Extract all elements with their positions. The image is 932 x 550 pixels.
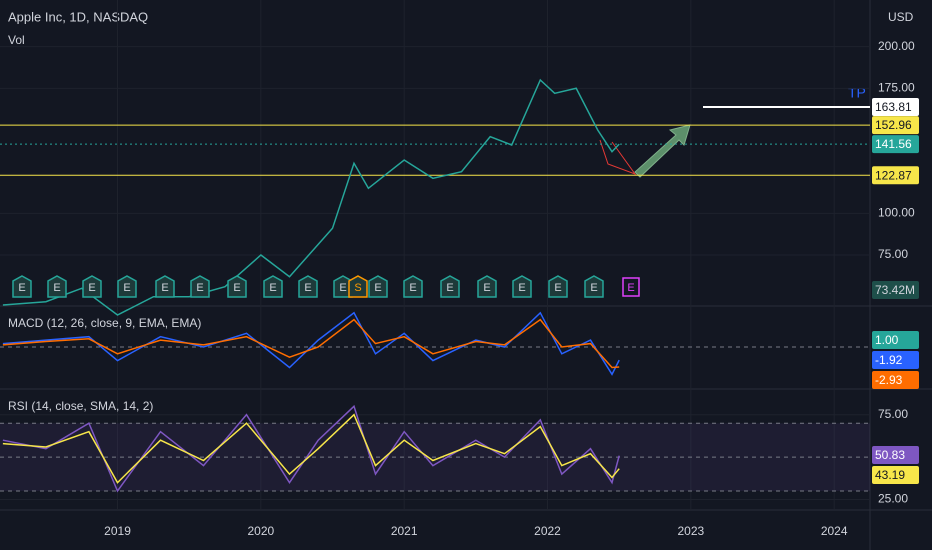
event-marker-label: E [53,282,60,294]
currency-label: USD [888,10,914,24]
price-label-box [872,446,919,464]
event-marker [348,275,368,298]
event-marker-label: E [161,282,168,294]
price-label: -1.92 [875,353,903,367]
price-label: 122.87 [875,168,912,182]
series-line [2,78,620,316]
event-marker-label: E [446,282,453,294]
event-marker [263,275,283,298]
price-label-box [872,97,919,116]
price-label: 50.83 [875,448,905,462]
event-marker [298,275,318,298]
event-marker-label: S [354,282,361,294]
price-label: 152.96 [875,118,912,132]
volume-label: Vol [8,33,25,47]
indicator-title: RSI (14, close, SMA, 14, 2) [8,399,153,413]
price-tick-label: 75.00 [878,407,908,421]
price-label-box [872,466,919,484]
price-tick-label: 75.00 [878,247,908,261]
price-label: 43.19 [875,468,905,482]
price-tick-label: 100.00 [878,206,915,220]
price-label-box [872,166,919,185]
event-marker [227,275,247,298]
event-marker-label: E [554,282,561,294]
volume-label-box [872,281,919,299]
event-marker [622,277,640,297]
series-line [2,318,620,369]
target-arrow [634,124,691,178]
indicator-title: MACD (12, 26, close, 9, EMA, EMA) [8,316,201,330]
event-marker [584,275,604,298]
price-label: -2.93 [875,373,903,387]
event-marker-label: E [409,282,416,294]
price-label: 141.56 [875,137,912,151]
event-marker-label: E [483,282,490,294]
price-label-box [872,116,919,135]
event-marker-label: E [627,282,634,294]
event-marker [117,275,137,298]
time-tick-label: 2020 [248,524,275,538]
time-tick-label: 2022 [534,524,561,538]
event-marker [155,275,175,298]
event-marker [190,275,210,298]
event-marker-label: E [123,282,130,294]
event-marker-label: E [374,282,381,294]
event-marker-label: E [196,282,203,294]
price-label-box [872,331,919,349]
event-marker [403,275,423,298]
event-marker-label: E [590,282,597,294]
event-marker-label: E [88,282,95,294]
time-tick-label: 2019 [104,524,131,538]
event-marker [440,275,460,298]
price-label: 1.00 [875,333,899,347]
event-marker-label: E [304,282,311,294]
price-label-box [872,351,919,369]
wedge-lines [599,139,637,176]
price-label: 163.81 [875,100,912,114]
price-label-box [872,135,919,154]
event-marker [368,275,388,298]
event-marker-label: E [518,282,525,294]
event-marker-label: E [18,282,25,294]
time-tick-label: 2021 [391,524,418,538]
event-marker [548,275,568,298]
price-tick-label: 200.00 [878,39,915,53]
event-marker [82,275,102,298]
symbol-title: Apple Inc, 1D, NASDAQ [8,9,148,24]
tp-annotation: TP [848,85,866,101]
price-label-box [872,371,919,389]
time-tick-label: 2023 [677,524,704,538]
event-marker [47,275,67,298]
price-tick-label: 175.00 [878,81,915,95]
event-marker [12,275,32,298]
event-marker-label: E [339,282,346,294]
event-marker-label: E [269,282,276,294]
event-marker [477,275,497,298]
series-line [2,413,620,484]
series-line [2,311,620,376]
event-marker [512,275,532,298]
volume-value: 73.42M [875,283,915,297]
price-tick-label: 25.00 [878,492,908,506]
event-marker-label: E [233,282,240,294]
time-tick-label: 2024 [821,524,848,538]
